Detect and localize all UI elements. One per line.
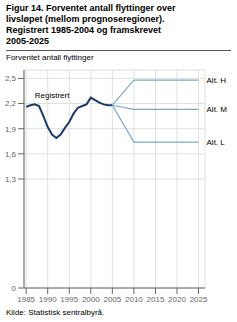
- svg-text:1995: 1995: [60, 295, 78, 304]
- html-text:2005-2025: 2005-2025: [6, 36, 49, 46]
- html-text:Registrert 1985-2004 og framsk: Registrert 1985-2004 og framskrevet: [6, 25, 162, 35]
- html-text:Forventet antall flyttinger: Forventet antall flyttinger: [6, 53, 94, 62]
- svg-text:2,2: 2,2: [8, 99, 17, 108]
- svg-text:2000: 2000: [82, 295, 100, 304]
- svg-text:0: 0: [12, 284, 17, 293]
- svg-text:1,3: 1,3: [8, 175, 17, 184]
- svg-text:2025: 2025: [190, 295, 208, 304]
- svg-text:2,5: 2,5: [8, 74, 17, 83]
- svg-text:Alt. L: Alt. L: [207, 138, 226, 147]
- svg-text:Registrert: Registrert: [35, 91, 70, 100]
- html-text:livsløpet (mellom prognoseregi: livsløpet (mellom prognoseregioner).: [6, 14, 165, 24]
- svg-text:1,6: 1,6: [8, 150, 17, 159]
- html-text:Kilde: Statistisk sentralbyrå.: Kilde: Statistisk sentralbyrå.: [6, 308, 105, 317]
- svg-text:Alt. H: Alt. H: [207, 76, 227, 85]
- svg-text:1985: 1985: [17, 295, 35, 304]
- svg-text:2015: 2015: [147, 295, 165, 304]
- svg-text:2005: 2005: [103, 295, 121, 304]
- svg-text:2020: 2020: [168, 295, 186, 304]
- svg-text:2010: 2010: [125, 295, 143, 304]
- svg-text:1,9: 1,9: [8, 125, 17, 134]
- svg-text:Alt. M: Alt. M: [207, 105, 228, 114]
- html-text:Figur 14. Forventet antall fly: Figur 14. Forventet antall flyttinger ov…: [6, 3, 176, 13]
- svg-text:1990: 1990: [39, 295, 57, 304]
